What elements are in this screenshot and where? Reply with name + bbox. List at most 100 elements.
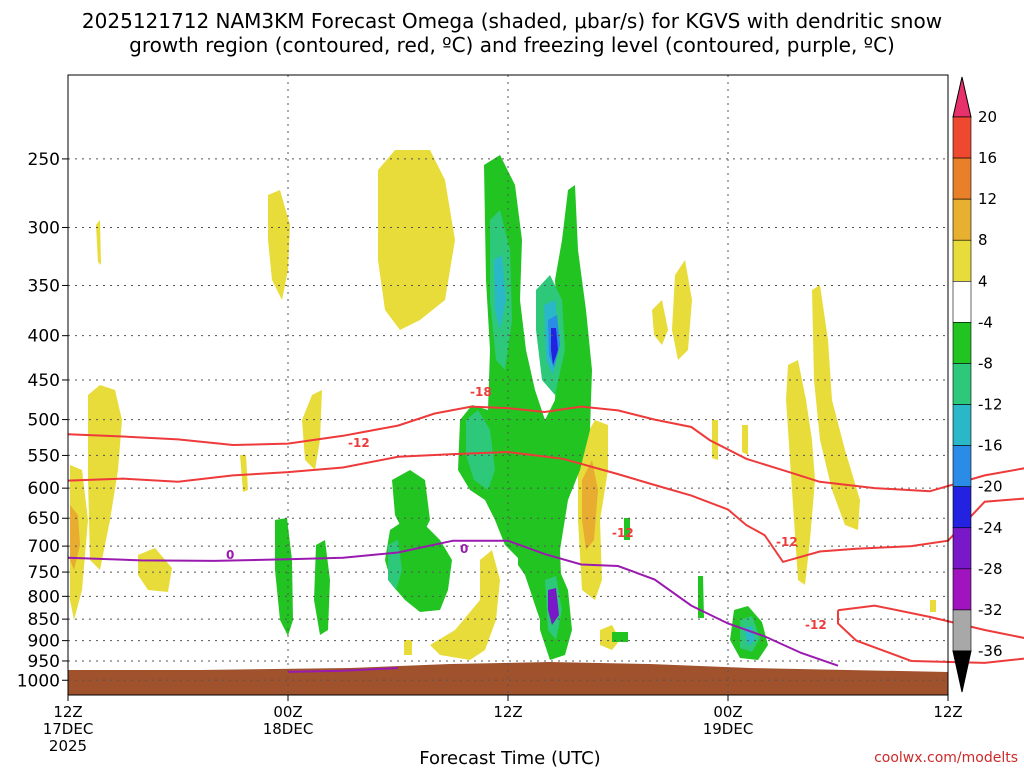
omega-positive-area-12 — [712, 420, 718, 460]
colorbar-tick-label: -36 — [978, 642, 1003, 660]
x-tick-label: 12Z — [53, 703, 82, 721]
colorbar-tick-label: 4 — [978, 272, 988, 290]
colorbar-tick-label: -12 — [978, 396, 1003, 414]
omega-positive-area-18 — [582, 460, 598, 550]
omega-positive-area-10 — [652, 300, 668, 345]
colorbar-bottom-arrow — [952, 650, 972, 693]
y-tick-label: 800 — [28, 587, 60, 607]
freezing-level-isotherm — [67, 539, 839, 667]
y-tick-label: 500 — [28, 411, 60, 431]
colorbar-tick-label: -8 — [978, 354, 993, 372]
colorbar-segment — [952, 527, 972, 570]
y-tick-label: 1000 — [17, 671, 60, 691]
colorbar-tick-label: 20 — [978, 108, 997, 126]
omega-shading — [70, 150, 936, 660]
omega-negative-area-18 — [698, 576, 704, 618]
colorbar-segment — [952, 322, 972, 364]
chart-title-line-2: growth region (contoured, red, ºC) and f… — [129, 33, 895, 57]
dendritic-isotherm-minus-12-closed — [837, 604, 1024, 664]
omega-positive-area-2 — [268, 190, 290, 300]
x-tick-label: 12Z — [493, 703, 522, 721]
colorbar-segment — [952, 363, 972, 405]
y-tick-label: 450 — [28, 371, 60, 391]
x-tick-label: 00Z — [273, 703, 302, 721]
isotherm-contours — [67, 405, 1024, 673]
omega-negative-area-7 — [551, 328, 558, 365]
y-tick-label: 850 — [28, 610, 60, 630]
colorbar-segment — [952, 116, 972, 159]
y-axis: 2503003504004505005506006507007508008509… — [17, 150, 68, 691]
omega-positive-area-7 — [138, 548, 172, 592]
omega-negative-area-10 — [392, 470, 430, 540]
y-tick-label: 600 — [28, 479, 60, 499]
colorbar-tick-label: 8 — [978, 231, 988, 249]
omega-positive-area-8 — [240, 455, 248, 492]
omega-positive-area-21 — [404, 640, 412, 655]
omega-positive-area-6 — [70, 505, 80, 570]
colorbar-tick-label: -32 — [978, 601, 1003, 619]
omega-positive-area-3 — [96, 220, 101, 265]
isotherm-label-minus-18: -18 — [470, 385, 492, 399]
chart-title-line-1: 2025121712 NAM3KM Forecast Omega (shaded… — [82, 9, 942, 33]
credit-text: coolwx.com/modelts — [874, 750, 1018, 766]
omega-positive-area-13 — [742, 425, 748, 455]
x-tick-label: 00Z — [713, 703, 742, 721]
omega-negative-area-8 — [466, 410, 495, 490]
isotherm-labels: -18 -12 -12 -12 -12 0 0 — [226, 385, 827, 632]
x-tick-label: 19DEC — [703, 720, 754, 738]
omega-negative-area-16 — [548, 588, 559, 625]
y-tick-label: 700 — [28, 537, 60, 557]
colorbar-segment — [952, 568, 972, 611]
x-axis: 12Z17DEC202500Z18DEC12Z00Z19DEC12Z00Z20D… — [43, 695, 963, 755]
omega-positive-area-4 — [88, 385, 122, 570]
omega-positive-area-16 — [930, 600, 936, 612]
omega-negative-area-23 — [612, 632, 628, 642]
y-tick-label: 550 — [28, 446, 60, 466]
y-tick-label: 900 — [28, 632, 60, 652]
omega-negative-area-3 — [494, 255, 506, 330]
omega-positive-area-20 — [430, 550, 500, 660]
colorbar-tick-label: -4 — [978, 313, 993, 331]
colorbar-tick-label: 12 — [978, 190, 997, 208]
y-tick-label: 350 — [28, 276, 60, 296]
y-tick-label: 300 — [28, 218, 60, 238]
isotherm-label-minus-12-b: -12 — [612, 526, 634, 540]
colorbar-tick-label: -16 — [978, 437, 1003, 455]
colorbar-segment — [952, 404, 972, 446]
colorbar: 20 16 12 8 4 -4 -8 -12 -16 -20 -24 -28 -32 -36 — [952, 76, 1003, 693]
x-tick-label: 17DEC — [43, 720, 94, 738]
colorbar-segment — [952, 281, 972, 323]
omega-negative-area-22 — [624, 518, 630, 540]
colorbar-segment — [952, 157, 972, 200]
dendritic-isotherm-minus-12 — [67, 450, 1024, 564]
omega-negative-area-11 — [275, 518, 293, 636]
colorbar-tick-label: -20 — [978, 478, 1003, 496]
y-tick-label: 400 — [28, 327, 60, 347]
omega-positive-area-22 — [600, 625, 620, 650]
colorbar-segment — [952, 445, 972, 487]
isotherm-label-minus-12-d: -12 — [805, 618, 827, 632]
freezing-level-isotherm-lower — [287, 667, 399, 673]
dendritic-isotherm-minus-18 — [67, 405, 1024, 493]
omega-negative-area-12 — [314, 540, 330, 635]
omega-positive-area-9 — [302, 390, 322, 470]
x-axis-label: Forecast Time (UTC) — [419, 748, 600, 768]
omega-positive-area-15 — [812, 285, 860, 530]
isotherm-label-zero-a: 0 — [226, 548, 234, 562]
colorbar-segment — [952, 239, 972, 282]
colorbar-segment — [952, 486, 972, 529]
colorbar-segment — [952, 609, 972, 652]
y-tick-label: 650 — [28, 509, 60, 529]
colorbar-tick-label: -24 — [978, 519, 1003, 537]
omega-negative-area-9 — [385, 520, 452, 612]
y-tick-label: 750 — [28, 563, 60, 583]
colorbar-tick-label: -28 — [978, 560, 1003, 578]
omega-positive-area-14 — [786, 360, 815, 585]
y-tick-label: 250 — [28, 150, 60, 170]
x-tick-label: 12Z — [933, 703, 962, 721]
colorbar-tick-label: 16 — [978, 149, 997, 167]
isotherm-label-zero-b: 0 — [460, 542, 468, 556]
y-tick-label: 950 — [28, 652, 60, 672]
x-tick-label: 18DEC — [263, 720, 314, 738]
